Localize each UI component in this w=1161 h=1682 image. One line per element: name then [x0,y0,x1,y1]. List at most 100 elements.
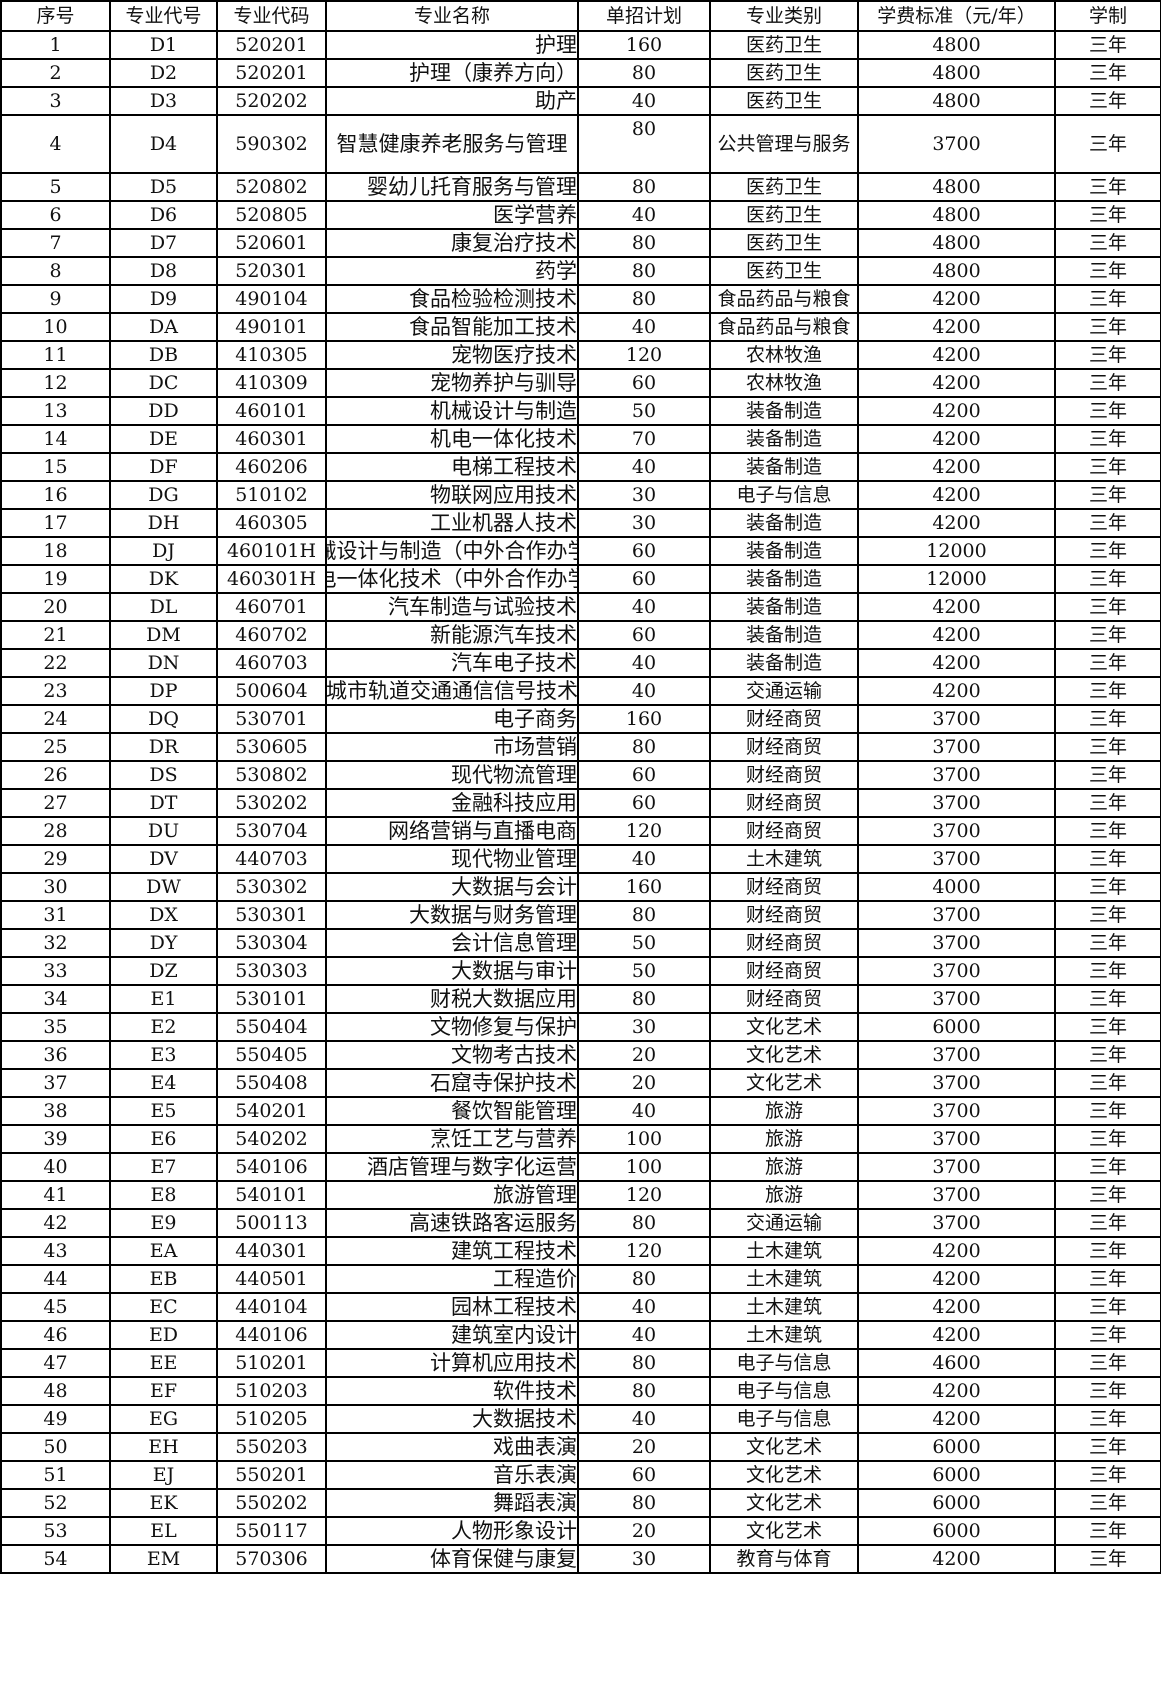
major-name-text: 宠物医疗技术 [451,343,577,367]
duration-cell: 三年 [1054,1460,1161,1490]
index-cell: 31 [0,900,111,930]
major-code-cell: 510102 [216,480,327,510]
tuition-cell: 4200 [857,1292,1056,1322]
header-index: 序号 [0,0,111,32]
index-cell: 26 [0,760,111,790]
tuition-cell: 4200 [857,1264,1056,1294]
tuition-cell: 4200 [857,1376,1056,1406]
tuition-cell: 4200 [857,452,1056,482]
duration-cell: 三年 [1054,1404,1161,1434]
major-name-text: 餐饮智能管理 [451,1099,577,1123]
major-name-text: 市场营销 [493,735,577,759]
major-code-short-cell: EG [109,1404,218,1434]
major-name-cell: 食品智能加工技术 [325,312,579,342]
enrollment-plan-cell: 60 [577,788,711,818]
major-name-cell: 婴幼儿托育服务与管理 [325,172,579,202]
major-code-cell: 460206 [216,452,327,482]
tuition-cell: 4200 [857,284,1056,314]
major-name-text: 电梯工程技术 [451,455,577,479]
tuition-cell: 3700 [857,1040,1056,1070]
major-code-cell: 460101 [216,396,327,426]
enrollment-plan-cell: 80 [577,256,711,286]
major-name-cell: 食品检验检测技术 [325,284,579,314]
tuition-cell: 4200 [857,620,1056,650]
tuition-cell: 4200 [857,368,1056,398]
major-name-cell: 汽车制造与试验技术 [325,592,579,622]
major-code-cell: 570306 [216,1544,327,1574]
enrollment-plan-cell: 80 [577,1488,711,1518]
enrollment-plan-cell: 30 [577,508,711,538]
major-name-cell: 建筑工程技术 [325,1236,579,1266]
major-code-cell: 530704 [216,816,327,846]
duration-cell: 三年 [1054,114,1161,174]
major-category-cell: 装备制造 [709,592,859,622]
tuition-cell: 4200 [857,1320,1056,1350]
major-name-cell: 戏曲表演 [325,1432,579,1462]
table-body: 1 D1 520201 护理 160 医药卫生 4800 三年 2 D2 520201 护理（康养方向… [0,30,1161,1574]
major-name-cell: 音乐表演 [325,1460,579,1490]
table-row: 33 DZ 530303 大数据与审计 50 财经商贸 3700 三年 [0,956,1161,986]
major-code-cell: 440106 [216,1320,327,1350]
index-cell: 18 [0,536,111,566]
duration-cell: 三年 [1054,1264,1161,1294]
table-row: 39 E6 540202 烹饪工艺与营养 100 旅游 3700 三年 [0,1124,1161,1154]
major-code-short-cell: EJ [109,1460,218,1490]
duration-cell: 三年 [1054,480,1161,510]
duration-cell: 三年 [1054,340,1161,370]
major-code-short-cell: E4 [109,1068,218,1098]
major-name-text: 高速铁路客运服务 [409,1211,577,1235]
major-code-short-cell: DP [109,676,218,706]
enrollment-plan-cell: 160 [577,704,711,734]
major-code-cell: 540202 [216,1124,327,1154]
tuition-cell: 6000 [857,1516,1056,1546]
major-name-text: 金融科技应用 [451,791,577,815]
major-code-cell: 550117 [216,1516,327,1546]
major-name-text: 酒店管理与数字化运营 [367,1155,577,1179]
duration-cell: 三年 [1054,1012,1161,1042]
index-cell: 54 [0,1544,111,1574]
table-row: 17 DH 460305 工业机器人技术 30 装备制造 4200 三年 [0,508,1161,538]
major-code-short-cell: DJ [109,536,218,566]
enrollment-plan-cell: 40 [577,312,711,342]
enrollment-plan-cell: 60 [577,620,711,650]
major-code-short-cell: DZ [109,956,218,986]
tuition-cell: 4200 [857,1236,1056,1266]
major-code-cell: 460701 [216,592,327,622]
major-name-cell: 大数据与审计 [325,956,579,986]
index-cell: 15 [0,452,111,482]
header-major-category: 专业类别 [709,0,859,32]
tuition-cell: 3700 [857,816,1056,846]
major-code-cell: 550408 [216,1068,327,1098]
major-category-cell: 旅游 [709,1096,859,1126]
enrollment-plan-cell: 60 [577,760,711,790]
major-name-cell: 宠物养护与驯导 [325,368,579,398]
major-code-cell: 520805 [216,200,327,230]
duration-cell: 三年 [1054,284,1161,314]
table-row: 15 DF 460206 电梯工程技术 40 装备制造 4200 三年 [0,452,1161,482]
major-category-cell: 装备制造 [709,564,859,594]
major-category-cell: 财经商贸 [709,760,859,790]
enrollment-plan-cell: 120 [577,340,711,370]
major-name-text: 现代物业管理 [451,847,577,871]
major-code-short-cell: EA [109,1236,218,1266]
major-category-cell: 交通运输 [709,676,859,706]
major-name-cell: 计算机应用技术 [325,1348,579,1378]
major-code-cell: 520202 [216,86,327,116]
major-name-cell: 餐饮智能管理 [325,1096,579,1126]
index-cell: 30 [0,872,111,902]
table-row: 53 EL 550117 人物形象设计 20 文化艺术 6000 三年 [0,1516,1161,1546]
major-category-cell: 财经商贸 [709,788,859,818]
major-name-cell: 机电一体化技术（中外合作办学） [325,564,579,594]
index-cell: 2 [0,58,111,88]
index-cell: 24 [0,704,111,734]
duration-cell: 三年 [1054,452,1161,482]
major-name-cell: 建筑室内设计 [325,1320,579,1350]
major-code-cell: 510203 [216,1376,327,1406]
duration-cell: 三年 [1054,396,1161,426]
major-code-cell: 530302 [216,872,327,902]
duration-cell: 三年 [1054,1096,1161,1126]
major-code-cell: 440501 [216,1264,327,1294]
enrollment-plan-cell: 80 [577,1348,711,1378]
duration-cell: 三年 [1054,872,1161,902]
